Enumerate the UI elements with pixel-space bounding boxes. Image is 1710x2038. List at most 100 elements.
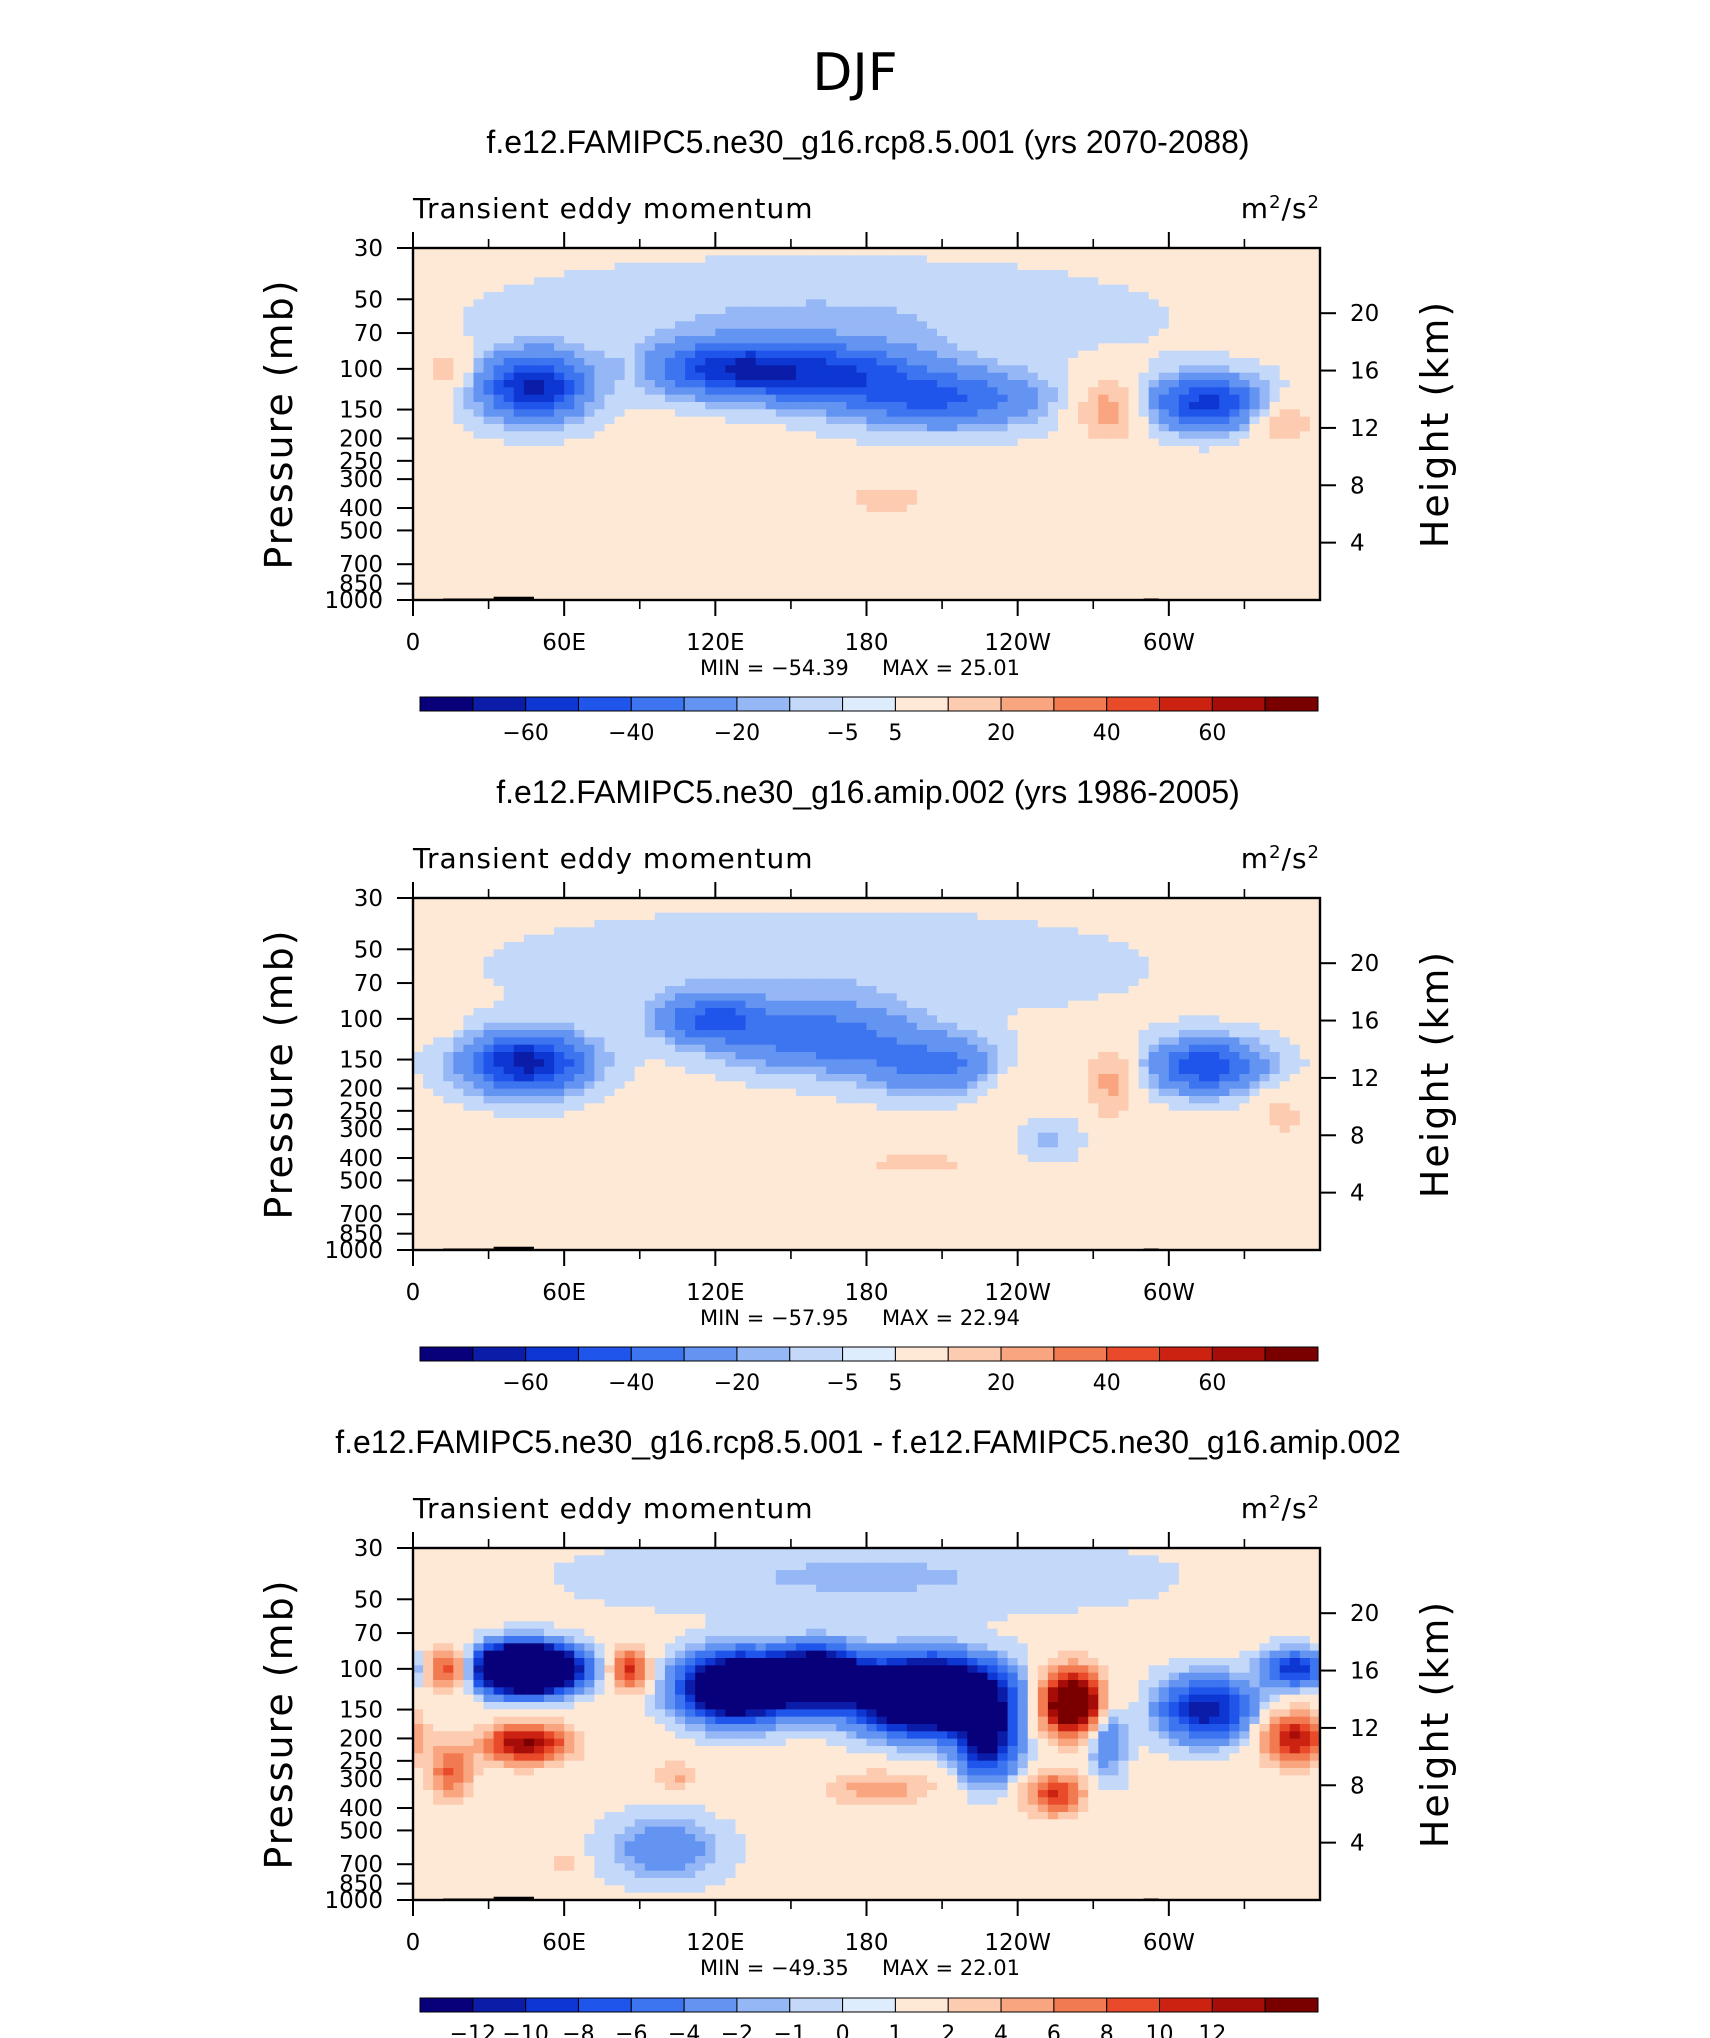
contour-cell — [977, 519, 989, 528]
contour-cell — [957, 277, 968, 286]
contour-cell — [483, 248, 495, 256]
contour-cell — [916, 314, 928, 322]
contour-cell — [1158, 905, 1170, 914]
contour-cell — [634, 942, 646, 950]
contour-cell — [1027, 526, 1039, 535]
contour-cell — [423, 482, 434, 491]
contour-cell — [1108, 541, 1120, 550]
contour-cell — [1269, 343, 1281, 352]
contour-cell — [705, 578, 716, 586]
contour-cell — [695, 321, 706, 330]
contour-cell — [1209, 934, 1220, 943]
contour-cell — [1199, 934, 1210, 943]
contour-cell — [987, 409, 999, 418]
contour-cell — [1299, 468, 1311, 476]
contour-cell — [564, 262, 575, 271]
contour-cell — [1259, 519, 1271, 528]
contour-cell — [715, 314, 727, 322]
contour-cell — [1017, 898, 1029, 906]
contour-cell — [1148, 314, 1160, 322]
contour-cell — [846, 934, 858, 943]
contour-cell — [614, 497, 626, 506]
contour-cell — [473, 328, 485, 337]
contour-cell — [997, 556, 1009, 564]
contour-cell — [695, 262, 706, 271]
contour-cell — [886, 475, 898, 484]
contour-cell — [1178, 380, 1190, 388]
contour-cell — [705, 262, 716, 271]
contour-cell — [614, 519, 626, 528]
contour-cell — [937, 328, 948, 337]
colorbar-box — [525, 696, 579, 712]
contour-cell — [614, 321, 626, 330]
contour-cell — [675, 328, 686, 337]
contour-cell — [1118, 255, 1130, 264]
contour-cell — [634, 424, 646, 432]
contour-cell — [443, 920, 454, 928]
contour-cell — [1108, 563, 1120, 572]
contour-cell — [503, 512, 515, 520]
contour-cell — [926, 358, 938, 366]
contour-cell — [1219, 512, 1230, 520]
contour-cell — [493, 343, 505, 352]
contour-cell — [846, 541, 858, 550]
contour-cell — [1047, 898, 1059, 906]
contour-cell — [846, 446, 858, 454]
contour-cell — [967, 453, 978, 462]
contour-cell — [896, 270, 908, 278]
contour-cell — [997, 512, 1009, 520]
contour-cell — [453, 920, 464, 928]
contour-cell — [826, 270, 837, 278]
contour-cell — [1188, 504, 1200, 513]
contour-cell — [695, 934, 706, 943]
contour-cell — [826, 248, 837, 256]
contour-cell — [816, 526, 827, 535]
contour-cell — [1148, 343, 1160, 352]
contour-cell — [604, 438, 616, 447]
contour-cell — [1108, 934, 1120, 943]
contour-cell — [664, 438, 676, 447]
contour-cell — [705, 475, 716, 484]
contour-cell — [896, 912, 908, 921]
contour-cell — [1027, 343, 1039, 352]
contour-cell — [1168, 394, 1180, 403]
contour-cell — [1229, 512, 1240, 520]
contour-cell — [695, 424, 706, 432]
contour-cell — [1188, 299, 1200, 308]
contour-cell — [1249, 358, 1261, 366]
contour-cell — [493, 372, 505, 381]
contour-cell — [584, 453, 595, 462]
contour-cell — [775, 394, 787, 403]
contour-cell — [1158, 912, 1170, 921]
contour-cell — [1158, 482, 1170, 491]
contour-cell — [1068, 482, 1079, 491]
contour-cell — [896, 394, 908, 403]
contour-cell — [664, 336, 676, 344]
contour-cell — [795, 934, 807, 943]
contour-cell — [604, 905, 616, 914]
contour-cell — [433, 585, 444, 594]
contour-cell — [715, 570, 727, 579]
contour-cell — [1269, 270, 1281, 278]
contour-cell — [584, 431, 595, 440]
contour-cell — [1007, 343, 1019, 352]
contour-cell — [1269, 504, 1281, 513]
contour-cell — [1027, 482, 1039, 491]
x-tick-label: 180 — [845, 630, 889, 656]
contour-cell — [644, 394, 656, 403]
contour-cell — [513, 927, 525, 936]
contour-cell — [634, 262, 646, 271]
contour-cell — [1148, 446, 1160, 454]
contour-cell — [977, 920, 989, 928]
contour-cell — [987, 365, 999, 374]
contour-cell — [1037, 504, 1049, 513]
contour-cell — [1259, 277, 1271, 286]
contour-cell — [443, 277, 454, 286]
contour-cell — [523, 468, 535, 476]
contour-cell — [604, 497, 616, 506]
contour-cell — [423, 372, 434, 381]
contour-cell — [624, 541, 636, 550]
contour-cell — [1269, 380, 1281, 388]
contour-cell — [483, 262, 495, 271]
